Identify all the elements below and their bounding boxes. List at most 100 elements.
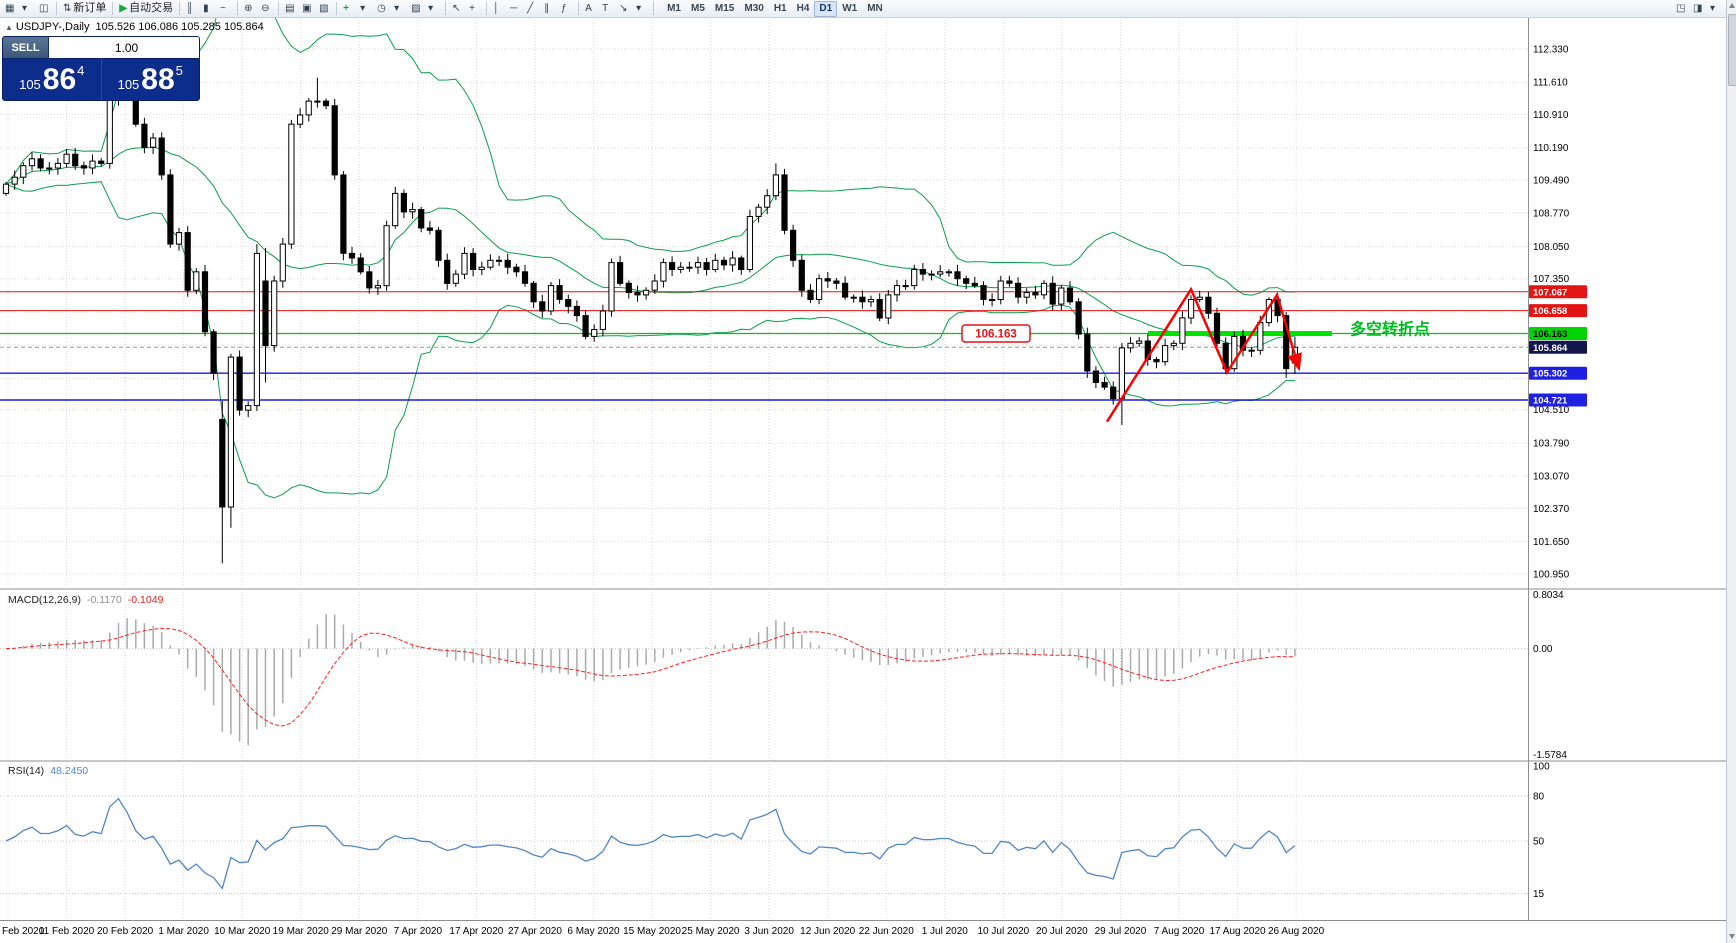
autotrading-button-label: 自动交易	[129, 2, 174, 14]
indicators-dropdown[interactable]: ▾	[357, 1, 374, 17]
text-button[interactable]: A	[582, 1, 599, 17]
sell-button[interactable]: SELL	[3, 37, 49, 58]
zigzag-annotation[interactable]	[1105, 286, 1302, 423]
price-axis-label: 110.910	[1533, 110, 1569, 121]
date-axis-label: 25 May 2020	[682, 926, 740, 937]
price-axis-label: 112.330	[1533, 45, 1569, 56]
price-axis: 112.330 111.610 110.910 110.190 109.490 108.7…	[1529, 45, 1587, 581]
new-order-button[interactable]: ⇅ 新订单	[60, 1, 109, 17]
ask-prefix: 105	[117, 77, 140, 92]
print-preview-button[interactable]: ◳	[1673, 1, 1690, 17]
vertical-line-button[interactable]: │	[490, 1, 507, 17]
macd-pane: MACD(12,26,9) -0.1170 -0.1049 0.8034 0.00 -1.…	[0, 590, 1567, 761]
price-axis-label: 103.070	[1533, 472, 1570, 483]
indicators-icon: ▾	[360, 3, 366, 14]
volume-field	[49, 37, 199, 58]
date-axis-label: 15 May 2020	[623, 926, 681, 937]
bar-chart-icon: ║	[186, 3, 194, 14]
indicators-button[interactable]: +	[340, 1, 357, 17]
price-tag	[1529, 366, 1587, 380]
volume-input[interactable]	[49, 37, 199, 58]
scroll-down-arrow-icon[interactable]	[1728, 932, 1736, 942]
templates-dropdown[interactable]: ▾	[425, 1, 442, 17]
docking-button[interactable]: ◨	[1690, 1, 1707, 17]
vertical-scrollbar[interactable]	[1726, 0, 1736, 943]
objects-icon: ▾	[636, 3, 642, 14]
price-axis-label: 108.050	[1533, 242, 1570, 253]
toolbar-separator	[237, 2, 239, 15]
horizontal-line-button[interactable]: ─	[507, 1, 524, 17]
new-order-button-label: 新订单	[73, 2, 107, 14]
timeframe-m1-button[interactable]: M1	[662, 1, 686, 17]
price-axis-label: 101.650	[1533, 537, 1570, 548]
new-chart-button[interactable]: ▦	[2, 1, 19, 17]
chart-symbol-period: USDJPY-,Daily	[15, 21, 90, 33]
timeframe-d1-button[interactable]: D1	[814, 0, 838, 17]
date-axis-label: 7 Apr 2020	[394, 926, 443, 937]
equidistant-channel-button[interactable]: ∥	[541, 1, 558, 17]
chart-ohlc-values: 105.526 106.086 105.285 105.864	[95, 21, 264, 33]
date-axis-label: 3 Jun 2020	[744, 926, 794, 937]
timeframe-mn-button[interactable]: MN	[862, 1, 888, 17]
profiles-button[interactable]: ◫	[36, 1, 53, 17]
indicators-icon: +	[343, 3, 349, 14]
bid-prefix: 105	[19, 77, 41, 92]
tile-windows-button[interactable]: ▤	[282, 1, 299, 17]
new-chart-dropdown[interactable]: ▾	[19, 1, 36, 17]
timeframe-m15-button[interactable]: M15	[710, 1, 739, 17]
price-callout-box[interactable]	[961, 324, 1031, 343]
scrollbar-thumb[interactable]	[1728, 14, 1736, 86]
toolbar-separator	[578, 2, 580, 15]
timeframe-h1-button[interactable]: H1	[769, 1, 792, 17]
toolbar-left-group: ▦ ▾ ◫ ⇅ 新订单 ▶ 自动交易 ║ ▮ ~ ⊕ ⊖ ▤ ▣ ▧ + ▾ ◷ ▾ ▨ ▾ ↖ + │ ─ ╱ ∥ ƒ A T ↘ ▾	[2, 1, 657, 17]
price-tag-text: 106.163	[1533, 329, 1567, 340]
periods-dropdown[interactable]: ▾	[391, 1, 408, 17]
cursor-button[interactable]: ↖	[449, 1, 466, 17]
chart-annotations[interactable]: 106.163 多空转折点	[961, 286, 1430, 423]
toolbar-separator	[336, 2, 338, 15]
bid-price: 105 86 4	[3, 59, 102, 100]
text-label-button[interactable]: T	[599, 1, 616, 17]
price-axis-label: 100.950	[1533, 570, 1570, 581]
trendline-button[interactable]: ╱	[524, 1, 541, 17]
objects-dropdown[interactable]: ▾	[633, 1, 650, 17]
arrows-button[interactable]: ↘	[616, 1, 633, 17]
crosshair-button[interactable]: +	[466, 1, 483, 17]
new-chart-icon: ▾	[22, 3, 28, 14]
bar-chart-button[interactable]: ║	[183, 1, 200, 17]
price-tag	[1529, 304, 1587, 318]
periods-icon: ◷	[377, 3, 386, 14]
timeframe-h4-button[interactable]: H4	[792, 1, 815, 17]
timeframe-m5-button[interactable]: M5	[686, 1, 710, 17]
candlestick-chart-button[interactable]: ▮	[200, 1, 217, 17]
date-axis-label: 17 Apr 2020	[449, 926, 503, 937]
auto-arrange-icon: ▣	[302, 3, 312, 14]
autotrading-button[interactable]: ▶ 自动交易	[116, 1, 176, 17]
date-axis-label: 10 Mar 2020	[214, 926, 271, 937]
new-chart-icon: ▦	[5, 3, 15, 14]
rsi-label: RSI(14) 48.2450	[8, 765, 88, 777]
collapse-arrow-icon[interactable]: ▲	[5, 23, 13, 32]
line-chart-button[interactable]: ~	[217, 1, 234, 17]
chart-grid	[0, 20, 1528, 918]
scroll-up-arrow-icon[interactable]	[1728, 1, 1736, 11]
print-preview-icon: ◳	[1676, 3, 1686, 14]
price-axis-label: 102.370	[1533, 504, 1570, 515]
auto-arrange-button[interactable]: ▣	[299, 1, 316, 17]
periods-button[interactable]: ◷	[374, 1, 391, 17]
chart-shift-button[interactable]: ▧	[316, 1, 333, 17]
more-tools-dropdown[interactable]: ▾	[1707, 1, 1724, 17]
zoom-out-button[interactable]: ⊖	[258, 1, 275, 17]
templates-button[interactable]: ▨	[408, 1, 425, 17]
autotrading-icon: ▶	[119, 3, 128, 14]
fibonacci-button[interactable]: ƒ	[558, 1, 575, 17]
more-tools-icon: ▾	[1710, 3, 1716, 14]
turning-point-label[interactable]: 多空转折点	[1350, 320, 1430, 339]
timeframe-w1-button[interactable]: W1	[837, 1, 862, 17]
toolbar: ▦ ▾ ◫ ⇅ 新订单 ▶ 自动交易 ║ ▮ ~ ⊕ ⊖ ▤ ▣ ▧ + ▾ ◷ ▾ ▨ ▾ ↖ + │ ─ ╱ ∥ ƒ A T ↘ ▾ M1…	[0, 0, 1736, 18]
timeframe-m30-button[interactable]: M30	[739, 1, 768, 17]
zoom-in-button[interactable]: ⊕	[241, 1, 258, 17]
toolbar-separator	[278, 2, 280, 15]
price-axis-label: 107.350	[1533, 274, 1570, 285]
